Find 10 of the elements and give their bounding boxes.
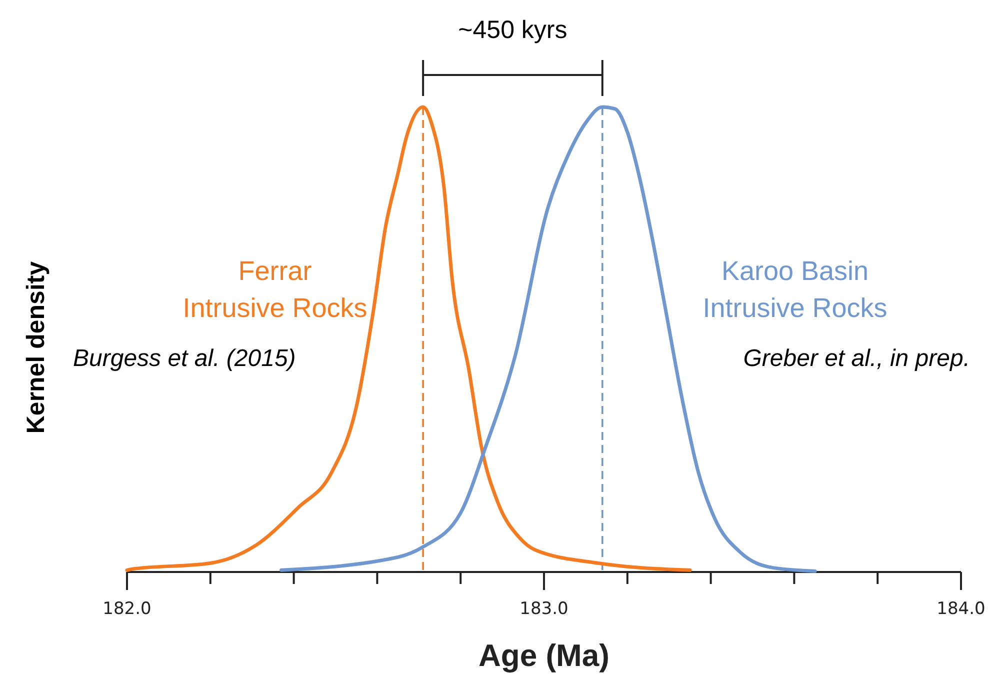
x-tick-label: 183.0 — [520, 599, 568, 619]
x-tick-label: 184.0 — [936, 599, 986, 619]
x-axis-title: Age (Ma) — [478, 638, 610, 673]
series-label: Karoo Basin Intrusive Rocks — [702, 256, 888, 323]
text: ~450 kyrs — [458, 16, 568, 44]
y-axis-title: Kernel density — [22, 261, 50, 434]
annotation: Greber et al., in prep. — [743, 345, 970, 372]
annotation: Burgess et al. (2015) — [73, 345, 296, 372]
series-label: Ferrar Intrusive Rocks — [182, 256, 368, 323]
x-tick-label: 182.0 — [102, 599, 152, 619]
